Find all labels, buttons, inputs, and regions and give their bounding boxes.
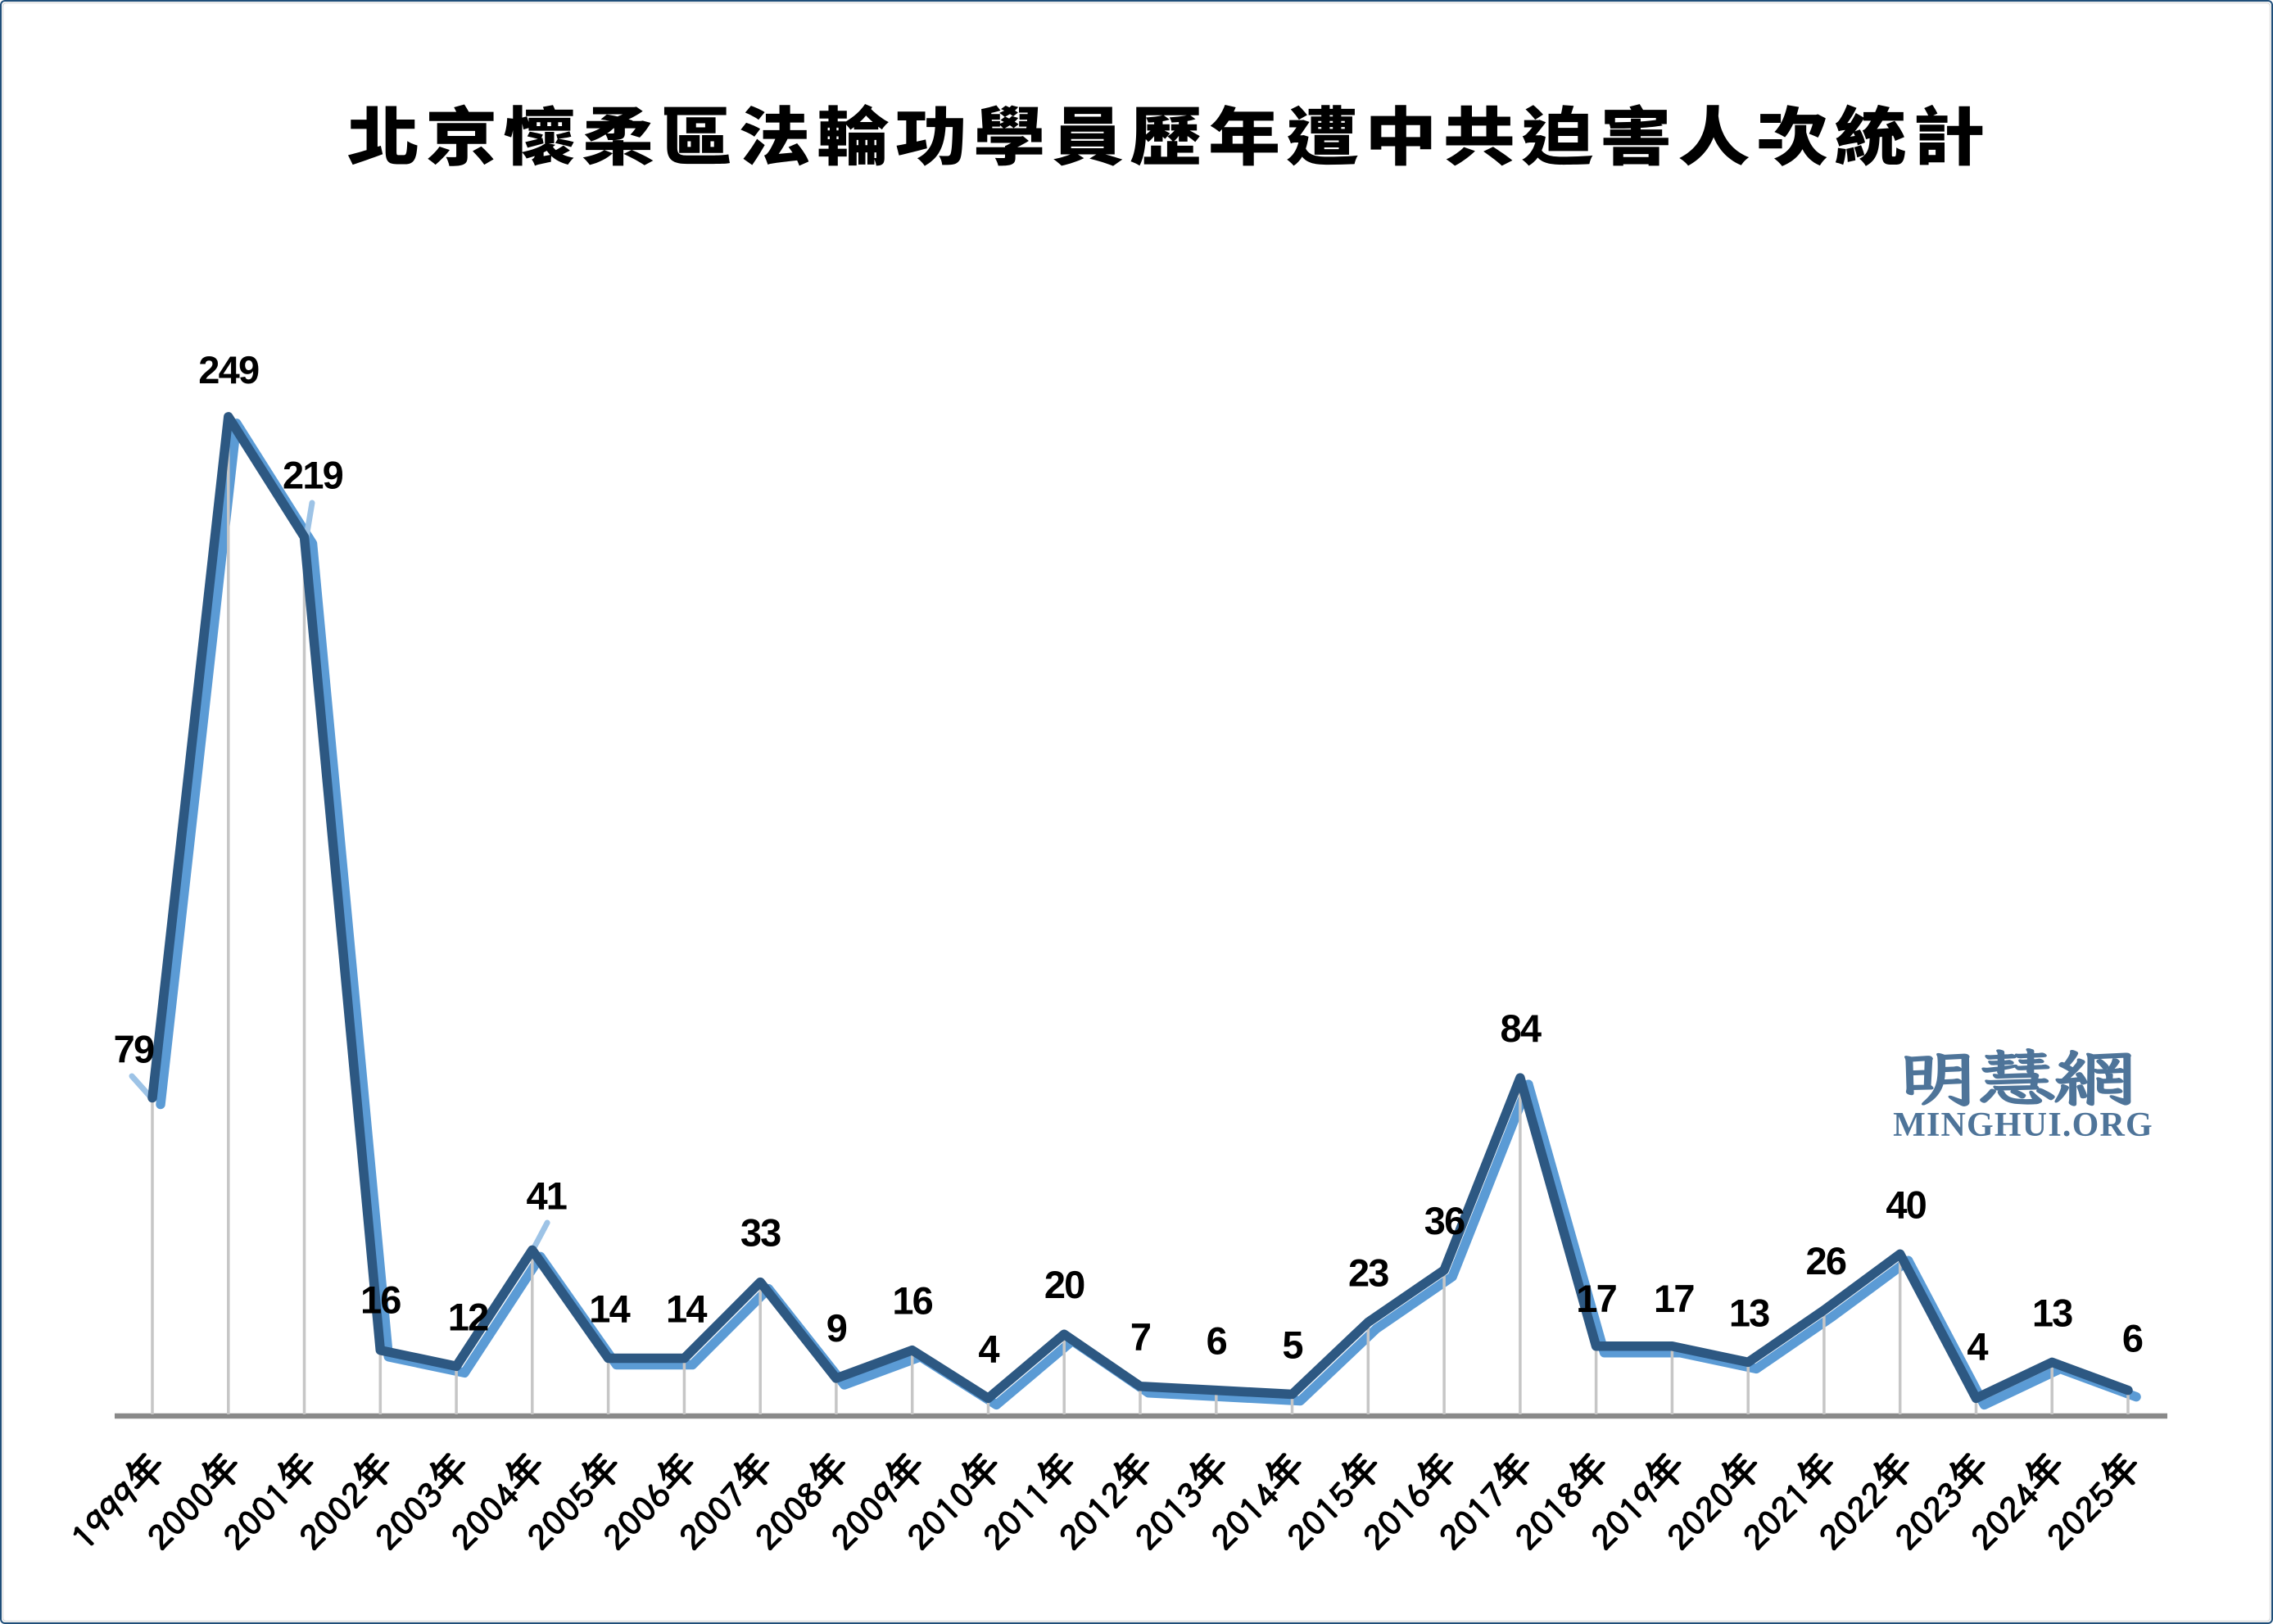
svg-text:6: 6 — [2122, 1317, 2143, 1360]
svg-text:13: 13 — [2032, 1291, 2072, 1334]
svg-text:17: 17 — [1654, 1277, 1694, 1320]
svg-text:84: 84 — [1501, 1007, 1542, 1050]
svg-text:4: 4 — [978, 1327, 999, 1370]
svg-text:16: 16 — [360, 1278, 401, 1322]
svg-text:79: 79 — [114, 1028, 154, 1071]
svg-text:4: 4 — [1967, 1324, 1988, 1368]
svg-text:41: 41 — [526, 1174, 566, 1217]
svg-text:MINGHUI.ORG: MINGHUI.ORG — [1893, 1106, 2153, 1144]
svg-text:14: 14 — [589, 1287, 630, 1331]
svg-text:23: 23 — [1348, 1251, 1388, 1295]
svg-text:26: 26 — [1806, 1239, 1846, 1282]
svg-text:9: 9 — [826, 1306, 847, 1350]
svg-text:16: 16 — [892, 1279, 932, 1323]
svg-text:7: 7 — [1130, 1315, 1151, 1359]
svg-text:12: 12 — [448, 1295, 488, 1338]
svg-text:219: 219 — [283, 454, 343, 497]
svg-text:36: 36 — [1424, 1199, 1465, 1242]
svg-text:6: 6 — [1207, 1319, 1227, 1363]
svg-text:33: 33 — [740, 1211, 781, 1255]
svg-text:5: 5 — [1282, 1323, 1302, 1367]
svg-text:249: 249 — [198, 348, 259, 391]
svg-text:40: 40 — [1886, 1183, 1926, 1226]
svg-text:14: 14 — [666, 1287, 707, 1331]
svg-text:13: 13 — [1729, 1291, 1769, 1334]
svg-text:20: 20 — [1044, 1263, 1084, 1306]
svg-text:17: 17 — [1576, 1277, 1616, 1320]
